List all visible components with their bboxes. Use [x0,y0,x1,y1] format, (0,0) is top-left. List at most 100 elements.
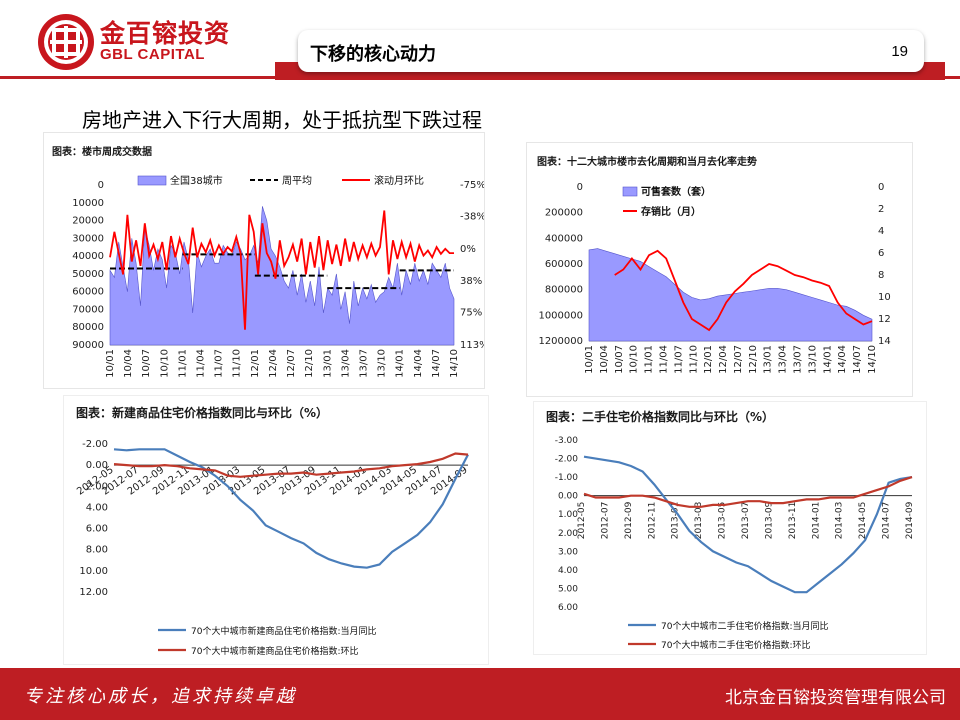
y-left-tick-label: 800000 [545,285,583,296]
x-tick-label: 2014-09 [905,501,915,539]
x-tick-label: 11/07 [673,345,684,374]
series-line [583,476,913,508]
y-tick-label: 4.00 [86,502,108,513]
x-tick-label: 2013-01 [671,502,681,540]
x-tick-label: 11/10 [688,345,699,374]
x-tick-label: 13/07 [358,349,369,378]
y-left-tick-label: 80000 [72,322,104,333]
x-tick-label: 14/07 [431,349,442,378]
footer-slogan: 专注核心成长，追求持续卓越 [24,686,297,707]
x-tick-label: 10/10 [629,345,640,374]
x-tick-label: 2012-05 [577,502,587,540]
x-tick-label: 14/10 [867,345,878,374]
y-left-tick-label: 400000 [545,233,583,244]
x-tick-label: 12/10 [304,349,315,378]
legend-swatch-area [622,186,638,197]
y-left-tick-label: 10000 [72,198,104,209]
y-tick-label: 2.00 [558,529,578,539]
x-tick-label: 2012-07 [600,502,610,540]
x-tick-label: 13/04 [778,345,789,374]
chart-weekly: 90000 80000 70000 60000 50000 40000 30000 20000… [72,174,484,378]
x-tick-label: 10/07 [141,349,152,378]
legend-label: 70个大中城市新建商品住宅价格指数:当月同比 [191,625,377,637]
legend-label: 周平均 [282,175,312,187]
chart-destock: 1200000 1000000 800000 600000 400000 200000 0 1… [538,182,891,374]
y-tick-label: -1.00 [555,473,579,483]
x-tick-label: 14/04 [837,345,848,374]
x-tick-label: 13/10 [807,345,818,374]
y-tick-label: -3.00 [555,436,579,446]
y-left-tick-label: 1200000 [538,336,583,347]
y-tick-label: 3.00 [558,547,578,557]
y-right-tick-label: 2 [878,204,884,215]
y-left-tick-label: 20000 [72,216,104,227]
footer-company: 北京金百镕投资管理有限公司 [725,688,946,708]
legend-label: 70个大中城市新建商品住宅价格指数:环比 [191,645,359,657]
x-tick-label: 11/01 [644,345,655,374]
y-right-tick-label: 8 [878,270,884,281]
x-tick-label: 13/01 [763,345,774,374]
y-tick-label: 6.00 [558,603,578,613]
legend-label: 全国38城市 [170,174,223,187]
x-tick-label: 10/04 [599,345,610,374]
x-tick-label: 2014-01 [811,502,821,540]
y-tick-label: 1.00 [558,510,578,520]
x-tick-label: 14/04 [413,349,424,378]
y-tick-label: 4.00 [558,566,578,576]
x-tick-label: 10/10 [159,349,170,378]
y-right-tick-label: 0% [460,244,476,255]
y-left-tick-label: 60000 [72,287,104,298]
y-tick-label: 5.00 [558,584,578,594]
page-number: 19 [891,43,908,60]
x-tick-label: 11/01 [177,349,188,378]
y-right-tick-label: -75% [460,180,484,191]
y-left-tick-label: 0 [98,180,104,191]
x-tick-label: 2013-11 [788,502,798,540]
y-left-tick-label: 1000000 [538,310,583,321]
footer-bar: 专注核心成长，追求持续卓越 北京金百镕投资管理有限公司 [0,668,960,720]
logo [36,12,96,72]
x-tick-label: 12/07 [733,345,744,374]
chart-resale-title: 图表：二手住宅价格指数同比与环比（%） [546,410,775,424]
y-tick-label: -2.00 [82,439,108,450]
series-line [614,249,873,332]
y-right-tick-label: 14 [878,336,891,347]
x-tick-label: 11/04 [658,345,669,374]
x-tick-label: 13/07 [793,345,804,374]
chart-resale: 6.00 5.00 4.00 3.00 2.00 1.00 0.00 -1.00 -2.00 -3… [555,436,915,651]
chart-weekly-title: 图表：楼市周成交数据 [52,147,152,158]
legend-label: 滚动月环比 [374,174,424,187]
y-right-tick-label: 75% [460,308,482,319]
y-right-tick-label: -38% [460,211,484,222]
x-tick-label: 2014-07 [882,502,892,540]
y-tick-label: 0.00 [86,460,108,471]
y-tick-label: 0.00 [558,492,578,502]
chart-newhome-title: 图表：新建商品住宅价格指数同比与环比（%） [76,406,329,420]
y-tick-label: 2.00 [86,481,108,492]
series-line [113,452,469,478]
x-tick-label: 13/04 [340,349,351,378]
y-right-tick-label: 113% [460,340,484,351]
series-area [588,248,873,342]
x-tick-label: 12/04 [268,349,279,378]
section-title: 下移的核心动力 [310,44,436,65]
series-line [113,448,469,569]
y-left-tick-label: 600000 [545,259,583,270]
y-left-tick-label: 30000 [72,233,104,244]
y-right-tick-label: 10 [878,292,891,303]
x-tick-label: 11/07 [214,349,225,378]
brand-name-cn: 金百镕投资 [100,19,231,48]
x-tick-label: 14/01 [822,345,833,374]
y-tick-label: -2.00 [555,455,579,465]
chart-newhome-panel: 图表：新建商品住宅价格指数同比与环比（%） 12.00 10.00 8.00 6.00… [64,396,488,664]
y-right-tick-label: 38% [460,276,482,287]
x-tick-label: 10/07 [614,345,625,374]
y-left-tick-label: 200000 [545,208,583,219]
chart-resale-panel: 图表：二手住宅价格指数同比与环比（%） 6.00 5.00 4.00 3.00 2.00… [534,402,926,654]
y-tick-label: 12.00 [79,587,108,598]
x-tick-label: 12/01 [703,345,714,374]
chart-destock-panel: 图表：十二大城市楼市去化周期和当月去化率走势 1200000 1000000 800… [527,143,912,396]
x-tick-label: 2013-05 [718,502,728,540]
x-tick-label: 12/04 [718,345,729,374]
y-tick-label: 6.00 [86,524,108,535]
